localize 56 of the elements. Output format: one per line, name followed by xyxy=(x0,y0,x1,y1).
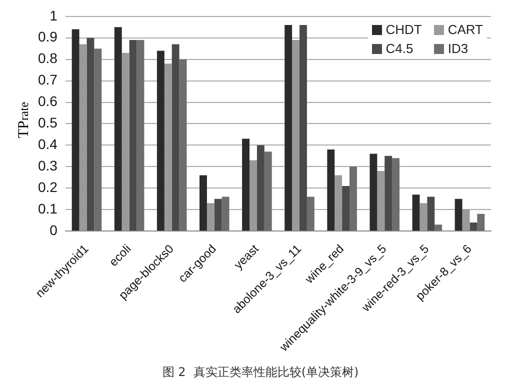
bar xyxy=(370,154,378,231)
y-tick-label: 0.3 xyxy=(38,158,58,174)
bar xyxy=(94,48,102,231)
y-tick-label: 0.9 xyxy=(38,28,58,45)
y-tick-label: 1 xyxy=(50,7,58,24)
bar xyxy=(454,198,462,231)
bar xyxy=(206,203,214,231)
bar xyxy=(200,175,207,231)
bar xyxy=(256,145,264,231)
y-tick-label: 0 xyxy=(50,222,58,238)
bar xyxy=(412,194,420,231)
legend-label: C4.5 xyxy=(386,41,414,56)
y-tick-label: 0.2 xyxy=(38,178,58,195)
bar xyxy=(420,203,428,231)
bar xyxy=(86,38,94,231)
y-tick-label: 0.6 xyxy=(38,93,58,110)
bar xyxy=(214,198,222,231)
bar xyxy=(136,40,144,231)
bar xyxy=(392,158,400,231)
bar xyxy=(377,170,385,231)
y-tick-label: 0.4 xyxy=(38,136,58,152)
bar xyxy=(79,44,87,231)
y-tick-label: 0.8 xyxy=(38,50,58,66)
y-tick-label: 0.1 xyxy=(38,200,58,216)
bar xyxy=(284,24,292,231)
bar xyxy=(477,214,485,231)
bar xyxy=(164,64,172,231)
y-tick-label: 0.5 xyxy=(38,114,58,131)
bar xyxy=(384,156,392,231)
bar xyxy=(250,160,257,231)
bar xyxy=(334,175,342,231)
bar xyxy=(292,40,300,231)
bar xyxy=(434,224,442,231)
bar xyxy=(222,196,230,231)
bar xyxy=(327,149,335,231)
bar xyxy=(342,186,350,231)
bar xyxy=(172,44,180,231)
bar xyxy=(72,29,80,231)
bar xyxy=(264,152,272,231)
bar xyxy=(300,24,307,231)
bar xyxy=(427,196,435,231)
y-tick-label: 0.7 xyxy=(38,72,58,88)
bar xyxy=(462,210,470,231)
legend-label: CART xyxy=(448,22,483,37)
bar xyxy=(114,27,122,231)
bar xyxy=(306,196,314,231)
bar xyxy=(350,166,357,231)
bar xyxy=(122,52,130,231)
bar xyxy=(242,138,250,231)
text: 图 2 真实正类率性能比较(单决策树) xyxy=(162,364,359,379)
bar xyxy=(156,50,164,231)
bar xyxy=(470,222,478,231)
bar xyxy=(179,59,187,231)
bar xyxy=(129,40,137,231)
legend-label: CHDT xyxy=(386,22,422,37)
legend-label: ID3 xyxy=(448,41,468,56)
